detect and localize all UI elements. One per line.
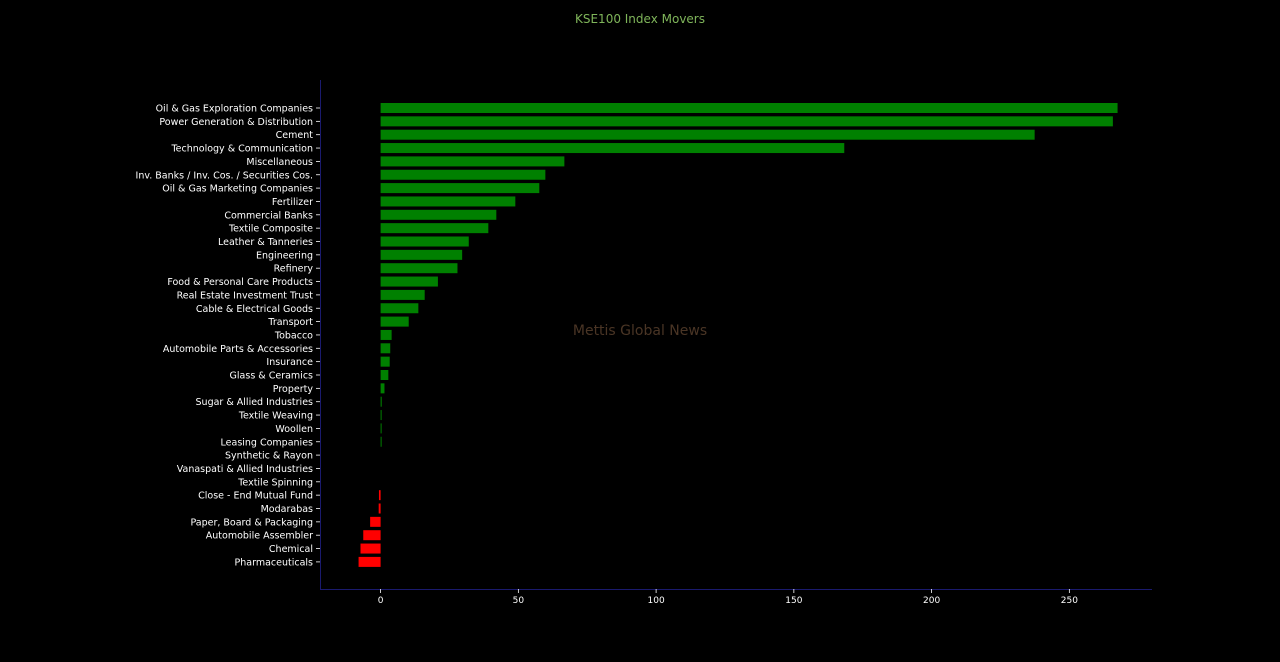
bars-group <box>358 103 1118 567</box>
category-label: Synthetic & Rayon <box>225 451 313 462</box>
bar <box>380 169 546 180</box>
bar <box>380 143 845 154</box>
x-tick-label: 0 <box>378 596 384 606</box>
category-label: Modarabas <box>261 504 313 515</box>
watermark: Mettis Global News <box>573 323 707 339</box>
bar <box>380 209 497 220</box>
category-label: Commercial Banks <box>224 210 313 221</box>
bar <box>380 223 489 234</box>
category-label: Textile Composite <box>228 224 313 235</box>
category-label: Fertilizer <box>272 197 313 208</box>
bar <box>380 316 409 327</box>
x-tick-label: 100 <box>648 596 665 606</box>
bar <box>363 530 381 541</box>
category-label: Tobacco <box>274 330 313 341</box>
category-label: Automobile Parts & Accessories <box>163 344 313 355</box>
bar <box>380 370 389 380</box>
category-label: Leather & Tanneries <box>218 237 313 248</box>
bar <box>380 383 385 394</box>
bar <box>380 116 1113 127</box>
category-label: Vanaspati & Allied Industries <box>177 464 313 475</box>
category-label: Insurance <box>266 357 313 368</box>
bar <box>380 423 382 434</box>
bar <box>380 343 391 354</box>
category-label: Technology & Communication <box>170 144 313 155</box>
category-label: Oil & Gas Marketing Companies <box>162 184 313 195</box>
x-tick-label: 50 <box>513 596 525 606</box>
x-tick-label: 250 <box>1061 596 1078 606</box>
category-label: Sugar & Allied Industries <box>196 397 314 408</box>
category-labels: Oil & Gas Exploration Companies Power Gen… <box>136 104 320 568</box>
bar <box>380 396 382 407</box>
bar <box>380 410 382 421</box>
bar <box>358 556 381 567</box>
bar <box>380 129 1035 140</box>
category-label: Woollen <box>275 424 313 435</box>
category-label: Food & Personal Care Products <box>167 277 313 288</box>
bar <box>380 103 1118 113</box>
category-label: Power Generation & Distribution <box>159 117 313 128</box>
bar <box>360 543 381 554</box>
bar <box>380 156 565 167</box>
category-label: Glass & Ceramics <box>230 371 313 382</box>
bar <box>380 356 390 367</box>
bar <box>380 236 469 247</box>
category-label: Oil & Gas Exploration Companies <box>156 104 313 115</box>
bar <box>380 183 540 194</box>
bar <box>380 303 419 314</box>
bar <box>380 196 516 207</box>
category-label: Engineering <box>256 250 313 261</box>
category-label: Transport <box>267 317 313 328</box>
bar <box>370 516 381 527</box>
bar <box>380 329 392 340</box>
category-label: Textile Spinning <box>237 477 313 488</box>
bar <box>380 249 463 260</box>
bar <box>380 263 458 274</box>
category-label: Leasing Companies <box>221 437 314 448</box>
x-tick-label: 150 <box>785 596 802 606</box>
category-label: Cable & Electrical Goods <box>196 304 313 315</box>
bar <box>378 503 381 514</box>
bar <box>380 289 425 300</box>
category-label: Close - End Mutual Fund <box>198 491 313 502</box>
category-label: Chemical <box>269 544 313 555</box>
category-label: Pharmaceuticals <box>235 557 314 568</box>
category-label: Paper, Board & Packaging <box>190 517 313 528</box>
category-label: Textile Weaving <box>238 411 313 422</box>
bar <box>380 276 438 287</box>
category-label: Cement <box>276 130 314 141</box>
category-label: Refinery <box>274 264 314 275</box>
bar <box>378 490 381 501</box>
chart-title: KSE100 Index Movers <box>575 12 705 26</box>
category-label: Automobile Assembler <box>206 531 313 542</box>
category-label: Inv. Banks / Inv. Cos. / Securities Cos. <box>136 170 313 181</box>
category-label: Miscellaneous <box>246 157 313 168</box>
category-label: Real Estate Investment Trust <box>177 290 314 301</box>
bar <box>380 436 382 447</box>
x-ticks: 0 50 100 150 200 250 <box>378 589 1078 606</box>
category-label: Property <box>273 384 314 395</box>
x-tick-label: 200 <box>923 596 940 606</box>
